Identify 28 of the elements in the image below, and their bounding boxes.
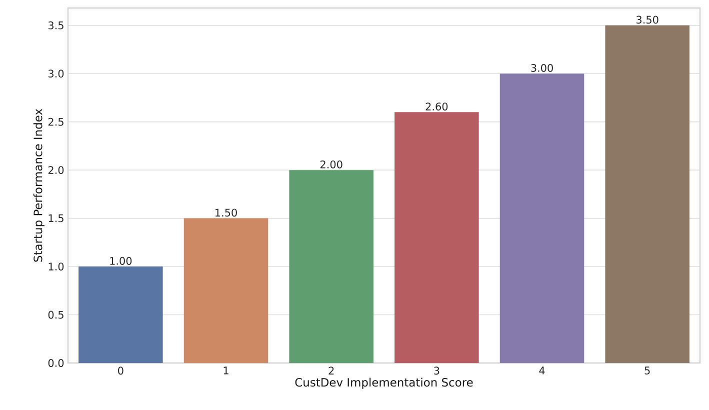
data-label: 3.00 bbox=[531, 64, 553, 72]
bar bbox=[184, 218, 268, 363]
x-axis-title: CustDev Implementation Score bbox=[295, 378, 473, 389]
y-tick-label: 2.5 bbox=[48, 118, 64, 126]
y-axis-title: Startup Performance Index bbox=[33, 108, 44, 262]
data-label: 3.50 bbox=[636, 16, 658, 24]
y-tick-label: 3.5 bbox=[48, 21, 64, 30]
data-label: 1.50 bbox=[216, 208, 237, 217]
bar bbox=[500, 74, 584, 363]
x-tick-label: 4 bbox=[539, 366, 545, 374]
bar bbox=[605, 25, 690, 363]
x-tick-label: 2 bbox=[328, 366, 334, 374]
bar bbox=[78, 266, 163, 363]
data-label: 1.00 bbox=[110, 256, 132, 265]
bar bbox=[289, 170, 374, 363]
y-tick-label: 0.5 bbox=[48, 310, 64, 319]
x-tick-label: 3 bbox=[434, 366, 440, 375]
y-tick-label: 0.0 bbox=[48, 359, 64, 367]
x-tick-label: 5 bbox=[644, 366, 650, 374]
y-tick-label: 3.0 bbox=[48, 70, 64, 78]
x-tick-label: 1 bbox=[224, 366, 228, 374]
data-label: 2.00 bbox=[320, 160, 342, 168]
y-tick-label: 2.0 bbox=[48, 166, 64, 174]
y-tick-label: 1.0 bbox=[48, 262, 64, 270]
x-tick-label: 0 bbox=[118, 366, 124, 375]
bar bbox=[394, 112, 479, 363]
y-tick-label: 1.5 bbox=[48, 214, 64, 222]
data-label: 2.60 bbox=[426, 102, 448, 110]
